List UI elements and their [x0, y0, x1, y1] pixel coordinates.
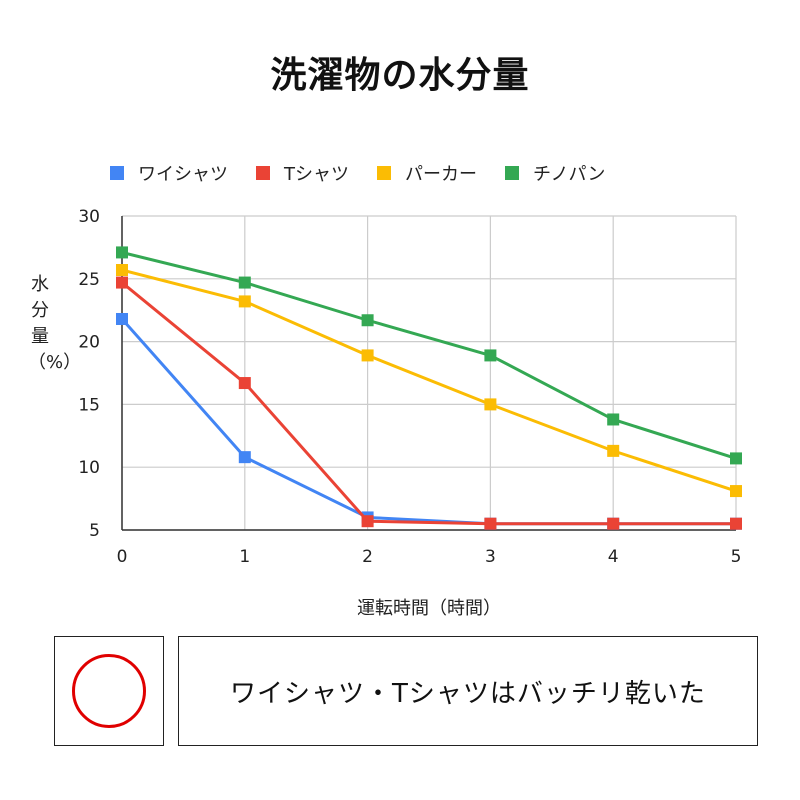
data-point	[238, 377, 251, 390]
data-point	[730, 517, 742, 530]
circle-mark-icon	[72, 654, 146, 728]
y-tick-label: 25	[78, 270, 100, 290]
legend-item: ワイシャツ	[110, 160, 228, 186]
series-line	[120, 317, 736, 526]
x-tick-label: 2	[362, 547, 373, 567]
verdict-mark-box	[54, 636, 164, 746]
data-point	[238, 451, 251, 464]
x-tick-label: 5	[731, 547, 742, 567]
y-tick-label: 15	[78, 395, 100, 415]
legend: ワイシャツ Tシャツ パーカー チノパン	[110, 160, 730, 186]
data-point	[607, 517, 620, 530]
series-line	[121, 268, 737, 493]
legend-label: ワイシャツ	[138, 164, 228, 185]
data-point	[484, 398, 497, 411]
data-point	[361, 515, 374, 528]
data-point	[361, 349, 374, 362]
data-point	[361, 314, 374, 327]
legend-swatch	[377, 166, 391, 180]
series-line	[121, 250, 737, 460]
legend-item: チノパン	[505, 160, 605, 186]
data-point	[484, 517, 497, 530]
x-axis-label: 運転時間（時間）	[357, 598, 501, 619]
data-point	[484, 349, 497, 362]
data-point	[238, 295, 251, 308]
legend-label: チノパン	[533, 164, 606, 185]
x-tick-label: 0	[117, 547, 128, 567]
y-tick-label: 10	[78, 458, 100, 478]
data-point	[116, 246, 128, 259]
legend-label: Tシャツ	[284, 164, 349, 185]
y-tick-label: 20	[78, 333, 100, 353]
y-axis-label: 水分量（%）	[28, 274, 82, 373]
legend-swatch	[505, 166, 519, 180]
legend-swatch	[110, 166, 124, 180]
x-tick-label: 3	[485, 547, 496, 567]
data-point	[607, 444, 620, 457]
legend-item: Tシャツ	[256, 160, 349, 186]
legend-item: パーカー	[377, 160, 477, 186]
y-tick-label: 5	[89, 521, 100, 541]
data-point	[238, 276, 251, 289]
data-point	[607, 413, 620, 426]
legend-label: パーカー	[405, 164, 477, 185]
data-point	[116, 264, 128, 277]
data-point	[116, 312, 128, 325]
data-point	[730, 452, 742, 465]
data-point	[116, 276, 128, 289]
data-point	[730, 485, 742, 498]
x-tick-label: 1	[239, 547, 250, 567]
y-tick-label: 30	[78, 207, 100, 227]
chart-title: 洗濯物の水分量	[270, 55, 530, 96]
legend-swatch	[256, 166, 270, 180]
x-tick-label: 4	[608, 547, 619, 567]
series-line	[121, 281, 736, 526]
verdict-text: ワイシャツ・Tシャツはバッチリ乾いた	[178, 636, 758, 746]
